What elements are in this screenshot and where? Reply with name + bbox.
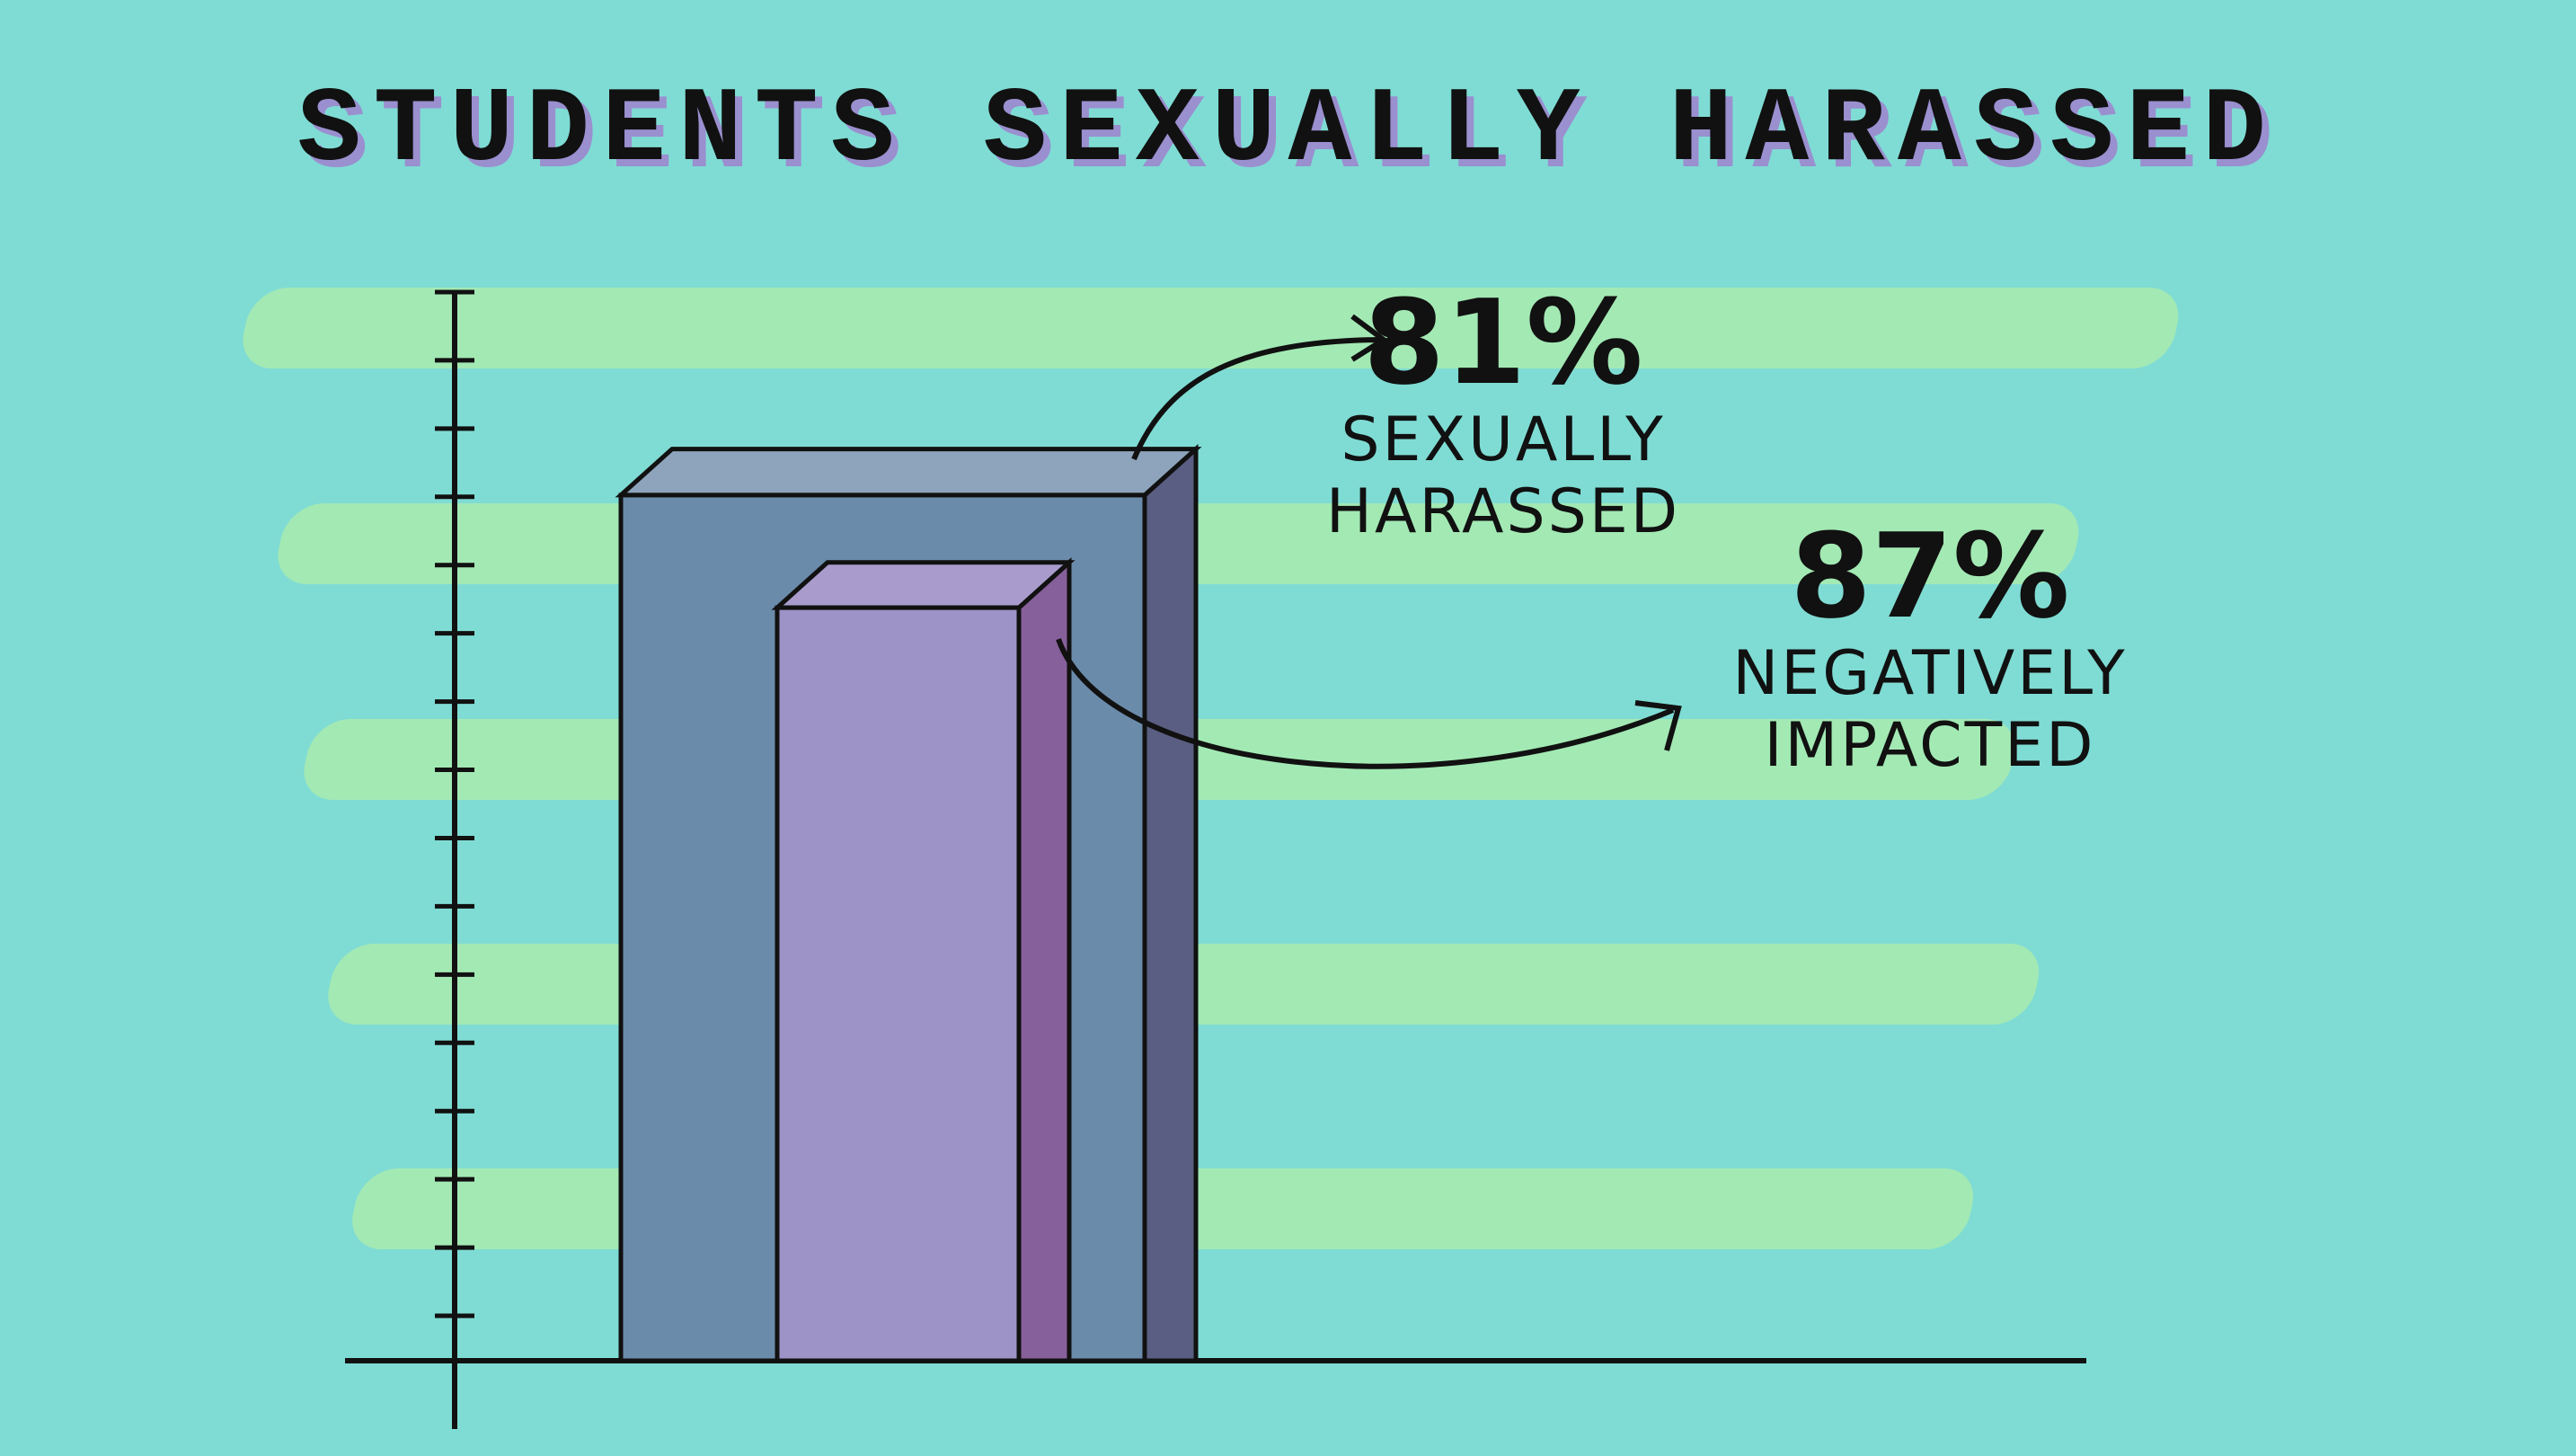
- bar-side: [1142, 443, 1199, 1363]
- arrow-head: [1350, 314, 1389, 362]
- category-label: NEGATIVELY IMPACTED: [1732, 638, 2128, 781]
- arrow: [1056, 638, 1675, 769]
- category-label: SEXUALLY HARASSED: [1325, 404, 1681, 547]
- bar-top: [771, 560, 1076, 610]
- arrow-head: [1634, 700, 1682, 751]
- bar-side: [1016, 557, 1072, 1363]
- chart-title: STUDENTS SEXUALLY HARASSED: [297, 72, 2279, 191]
- bar: [775, 605, 1022, 1363]
- bar-top: [615, 447, 1202, 498]
- value-label: 87%: [1790, 508, 2070, 644]
- value-label: 81%: [1363, 274, 1643, 411]
- arrow: [1131, 337, 1380, 461]
